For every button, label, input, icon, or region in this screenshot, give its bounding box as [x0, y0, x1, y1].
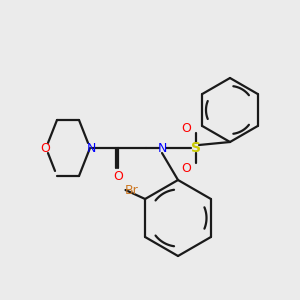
Text: S: S [191, 141, 201, 155]
Text: N: N [157, 142, 167, 154]
Text: O: O [181, 161, 191, 175]
Text: O: O [113, 170, 123, 184]
Text: O: O [181, 122, 191, 134]
Text: O: O [40, 142, 50, 154]
Text: N: N [86, 142, 96, 154]
Text: Br: Br [124, 184, 138, 196]
